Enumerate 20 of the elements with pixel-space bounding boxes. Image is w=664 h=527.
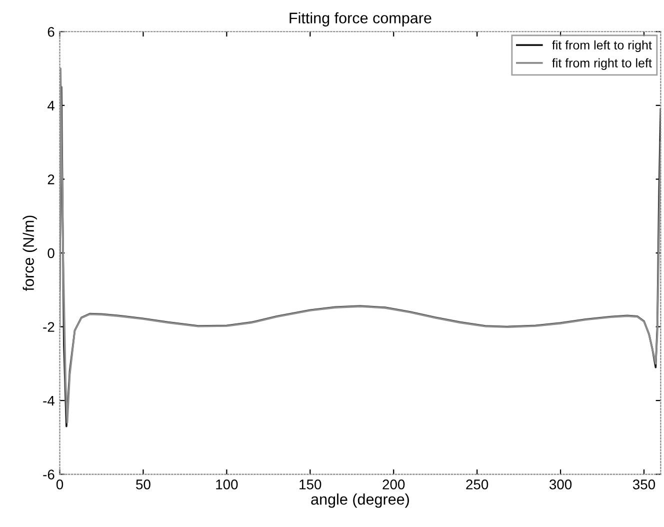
x-tick-label: 250 [466,480,488,490]
x-tick-label: 200 [382,480,405,490]
x-tick-label: 50 [136,480,150,490]
x-tick-label: 300 [549,480,572,490]
x-tick-label: 100 [216,480,238,490]
x-tick-label: 150 [300,480,322,490]
y-tick-label: -2 [43,322,54,332]
y-tick-label: -4 [43,396,54,406]
y-tick-label: 0 [48,248,54,258]
y-axis-title: force (N/m) [22,216,37,291]
x-tick-label: 350 [632,480,656,490]
y-tick-label: 4 [47,100,54,110]
y-tick-label: 6 [48,26,54,37]
y-tick-label: 2 [48,174,54,184]
y-tick-label: -6 [43,470,54,480]
legend-label: fit from left to right [552,40,652,52]
x-tick-label: 0 [56,480,64,490]
x-axis-title: angle (degree) [311,493,409,508]
legend-label: fit from right to left [552,58,652,70]
chart-title: Fitting force compare [290,12,432,26]
